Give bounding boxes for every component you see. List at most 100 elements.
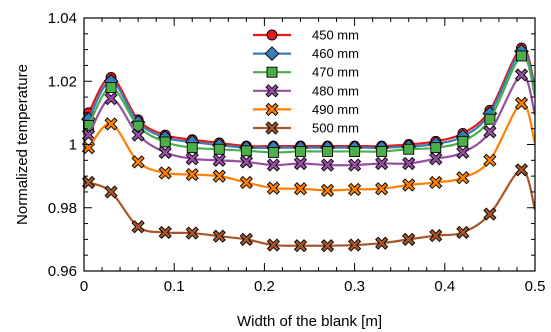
legend-entry: 500 mm [253,121,359,136]
data-point [348,182,362,196]
series-500-mm [81,163,535,253]
series-layer [81,42,535,253]
data-point [293,182,308,196]
x-tick-label: 0.1 [164,278,185,295]
y-tick-label: 0.98 [48,200,77,217]
data-point [265,84,279,98]
legend: 450 mm 460 mm 470 mm 480 mm 490 mm 500 mm [253,28,359,136]
data-point [375,156,389,171]
data-point [240,145,252,157]
legend-label: 480 mm [312,83,359,98]
data-point [402,232,416,246]
data-point [81,128,96,142]
data-point [320,239,335,253]
data-point [429,175,443,190]
data-point [131,155,145,169]
data-point [266,238,281,252]
data-point [81,175,96,190]
data-point [349,146,361,157]
x-tick-label: 0.3 [344,278,365,295]
data-point [293,239,308,253]
legend-label: 460 mm [312,46,359,61]
data-point [266,181,281,195]
data-point [375,182,389,196]
legend-entry: 480 mm [253,83,359,98]
data-point [375,236,389,250]
data-point [320,158,335,172]
data-point [293,156,308,171]
data-point [514,68,529,82]
legend-label: 500 mm [312,121,359,136]
data-point [239,175,253,190]
data-point [429,152,443,166]
data-point [403,143,415,155]
data-point [212,153,226,167]
data-point [456,225,470,240]
y-tick-label: 1.02 [48,73,77,90]
data-point [457,135,469,147]
data-point [376,146,388,157]
data-point [158,166,172,180]
legend-entry: 450 mm [253,28,359,43]
data-point [514,96,529,110]
ticks-layer [83,17,536,272]
series-480-mm [81,68,535,172]
data-point [265,102,279,116]
data-point [429,228,443,243]
x-tick-label: 0.4 [434,278,455,295]
x-tick-label: 0.2 [254,278,275,295]
data-point [104,117,118,131]
data-point [265,121,279,135]
data-point [320,183,335,197]
y-tick-label: 0.96 [48,263,77,280]
y-tick-label: 1.04 [48,10,77,27]
data-point [185,167,199,182]
data-point [239,155,253,169]
data-point [159,136,171,148]
data-point [456,145,470,159]
data-point [158,225,172,240]
data-point [483,125,497,139]
legend-label: 450 mm [312,28,359,43]
data-point [266,29,278,41]
data-point [213,143,225,155]
data-point [131,220,145,234]
data-point [267,146,279,158]
legend-entry: 490 mm [253,102,359,117]
data-point [104,185,118,199]
data-point [266,158,281,172]
x-tick-label: 0.5 [525,278,546,295]
y-axis-label: Normalized temperature [14,64,31,225]
data-point [186,142,198,154]
data-point [483,153,497,167]
data-point [239,232,253,246]
data-point [266,66,278,78]
data-point [131,128,145,142]
data-point [348,158,362,172]
data-point [516,50,527,62]
series-470-mm [83,50,535,158]
legend-label: 470 mm [312,65,359,80]
data-point [212,169,226,183]
data-point [348,238,362,252]
data-point [105,82,117,94]
legend-entry: 460 mm [253,46,359,61]
data-point [132,120,144,132]
series-line [84,50,535,149]
data-point [484,113,496,125]
data-point [185,152,199,166]
data-point [456,171,470,185]
data-point [158,145,172,159]
data-point [483,207,497,221]
y-tick-label: 1 [69,137,77,154]
data-point [514,163,529,177]
tick-labels: 0 0.1 0.2 0.3 0.4 0.5 0.96 0.98 1 1.02 1.04 [48,10,546,295]
data-point [322,146,333,157]
data-point [295,146,306,157]
data-point [212,229,226,243]
data-point [402,156,416,171]
data-point [402,178,416,192]
x-axis-label: Width of the blank [m] [237,313,382,330]
x-tick-label: 0 [80,278,88,295]
